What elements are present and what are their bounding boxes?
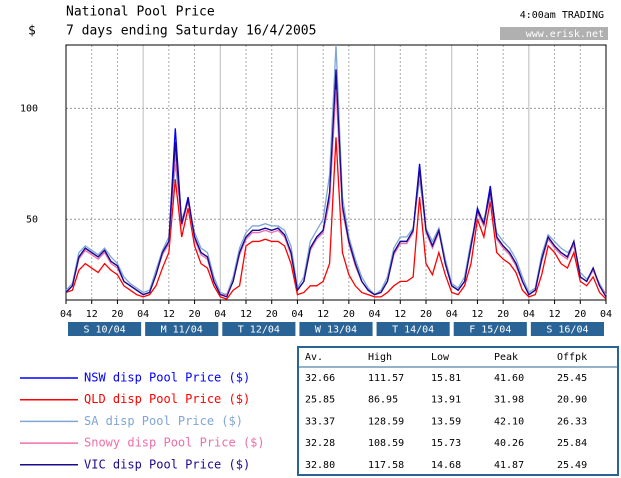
table-header: Av. <box>305 352 323 363</box>
series-line <box>65 89 607 296</box>
series-line <box>65 44 607 296</box>
x-tick-label: 04 <box>523 309 535 320</box>
day-label: T 14/04 <box>392 325 434 336</box>
table-cell: 117.58 <box>368 460 404 471</box>
legend-label: VIC disp Pool Price ($) <box>84 457 250 471</box>
day-label: F 15/04 <box>469 325 511 336</box>
table-cell: 14.68 <box>431 460 461 471</box>
series-line <box>65 69 607 298</box>
x-tick-label: 12 <box>86 309 98 320</box>
x-tick-label: 20 <box>574 309 586 320</box>
table-cell: 20.90 <box>557 395 587 406</box>
x-tick-label: 20 <box>420 309 432 320</box>
x-tick-label: 12 <box>317 309 329 320</box>
chart-title: National Pool Price <box>66 5 215 20</box>
x-tick-label: 04 <box>369 309 381 320</box>
legend-label: QLD disp Pool Price ($) <box>84 392 250 406</box>
table-cell: 26.33 <box>557 416 587 427</box>
chart-subtitle: 7 days ending Saturday 16/4/2005 <box>66 24 316 39</box>
table-cell: 13.91 <box>431 395 461 406</box>
y-tick-label: 50 <box>26 214 38 225</box>
x-tick-label: 12 <box>549 309 561 320</box>
day-box <box>68 322 142 336</box>
table-cell: 41.60 <box>494 373 524 384</box>
legend-label: NSW disp Pool Price ($) <box>84 371 250 385</box>
table-cell: 25.45 <box>557 373 587 384</box>
table-cell: 15.81 <box>431 373 461 384</box>
x-tick-label: 04 <box>446 309 458 320</box>
x-tick-label: 04 <box>291 309 303 320</box>
x-tick-label: 04 <box>600 309 612 320</box>
x-tick-label: 04 <box>60 309 72 320</box>
day-label: S 10/04 <box>83 325 125 336</box>
table-cell: 33.37 <box>305 416 335 427</box>
x-tick-label: 20 <box>497 309 509 320</box>
day-box <box>453 322 527 336</box>
source-badge <box>500 27 608 40</box>
series-line <box>65 82 607 296</box>
legend-label: Snowy disp Pool Price ($) <box>84 436 265 450</box>
x-tick-label: 20 <box>266 309 278 320</box>
table-header: High <box>368 352 392 363</box>
y-tick-label: 100 <box>20 103 38 114</box>
table-cell: 32.66 <box>305 373 335 384</box>
x-tick-label: 20 <box>343 309 355 320</box>
x-tick-label: 04 <box>214 309 226 320</box>
day-box <box>299 322 373 336</box>
table-cell: 42.10 <box>494 416 524 427</box>
table-cell: 108.59 <box>368 438 404 449</box>
day-box <box>376 322 450 336</box>
table-cell: 41.87 <box>494 460 524 471</box>
source-label: www.erisk.net <box>526 29 604 40</box>
x-tick-label: 12 <box>240 309 252 320</box>
table-header: Low <box>431 352 450 363</box>
table-cell: 15.73 <box>431 438 461 449</box>
table-header: Peak <box>494 352 518 363</box>
table-cell: 25.85 <box>305 395 335 406</box>
table-cell: 128.59 <box>368 416 404 427</box>
day-box <box>222 322 296 336</box>
table-cell: 40.26 <box>494 438 524 449</box>
table-cell: 25.49 <box>557 460 587 471</box>
x-tick-label: 12 <box>394 309 406 320</box>
day-label: T 12/04 <box>238 325 280 336</box>
table-cell: 25.84 <box>557 438 587 449</box>
table-cell: 32.80 <box>305 460 335 471</box>
day-label: W 13/04 <box>315 325 357 336</box>
x-tick-label: 20 <box>189 309 201 320</box>
x-tick-label: 12 <box>471 309 483 320</box>
day-label: S 16/04 <box>546 325 588 336</box>
table-cell: 13.59 <box>431 416 461 427</box>
x-tick-label: 12 <box>163 309 175 320</box>
y-axis-label: $ <box>28 24 36 39</box>
table-cell: 86.95 <box>368 395 398 406</box>
table-header: Offpk <box>557 352 587 363</box>
table-cell: 32.28 <box>305 438 335 449</box>
x-tick-label: 04 <box>137 309 149 320</box>
trading-label: 4:00am TRADING <box>520 10 604 21</box>
x-tick-label: 20 <box>111 309 123 320</box>
series-line <box>65 137 607 300</box>
table-cell: 111.57 <box>368 373 404 384</box>
table-cell: 31.98 <box>494 395 524 406</box>
legend-label: SA disp Pool Price ($) <box>84 414 243 428</box>
day-label: M 11/04 <box>161 325 203 336</box>
stats-table-frame <box>297 346 619 476</box>
day-box <box>145 322 219 336</box>
day-box <box>530 322 604 336</box>
